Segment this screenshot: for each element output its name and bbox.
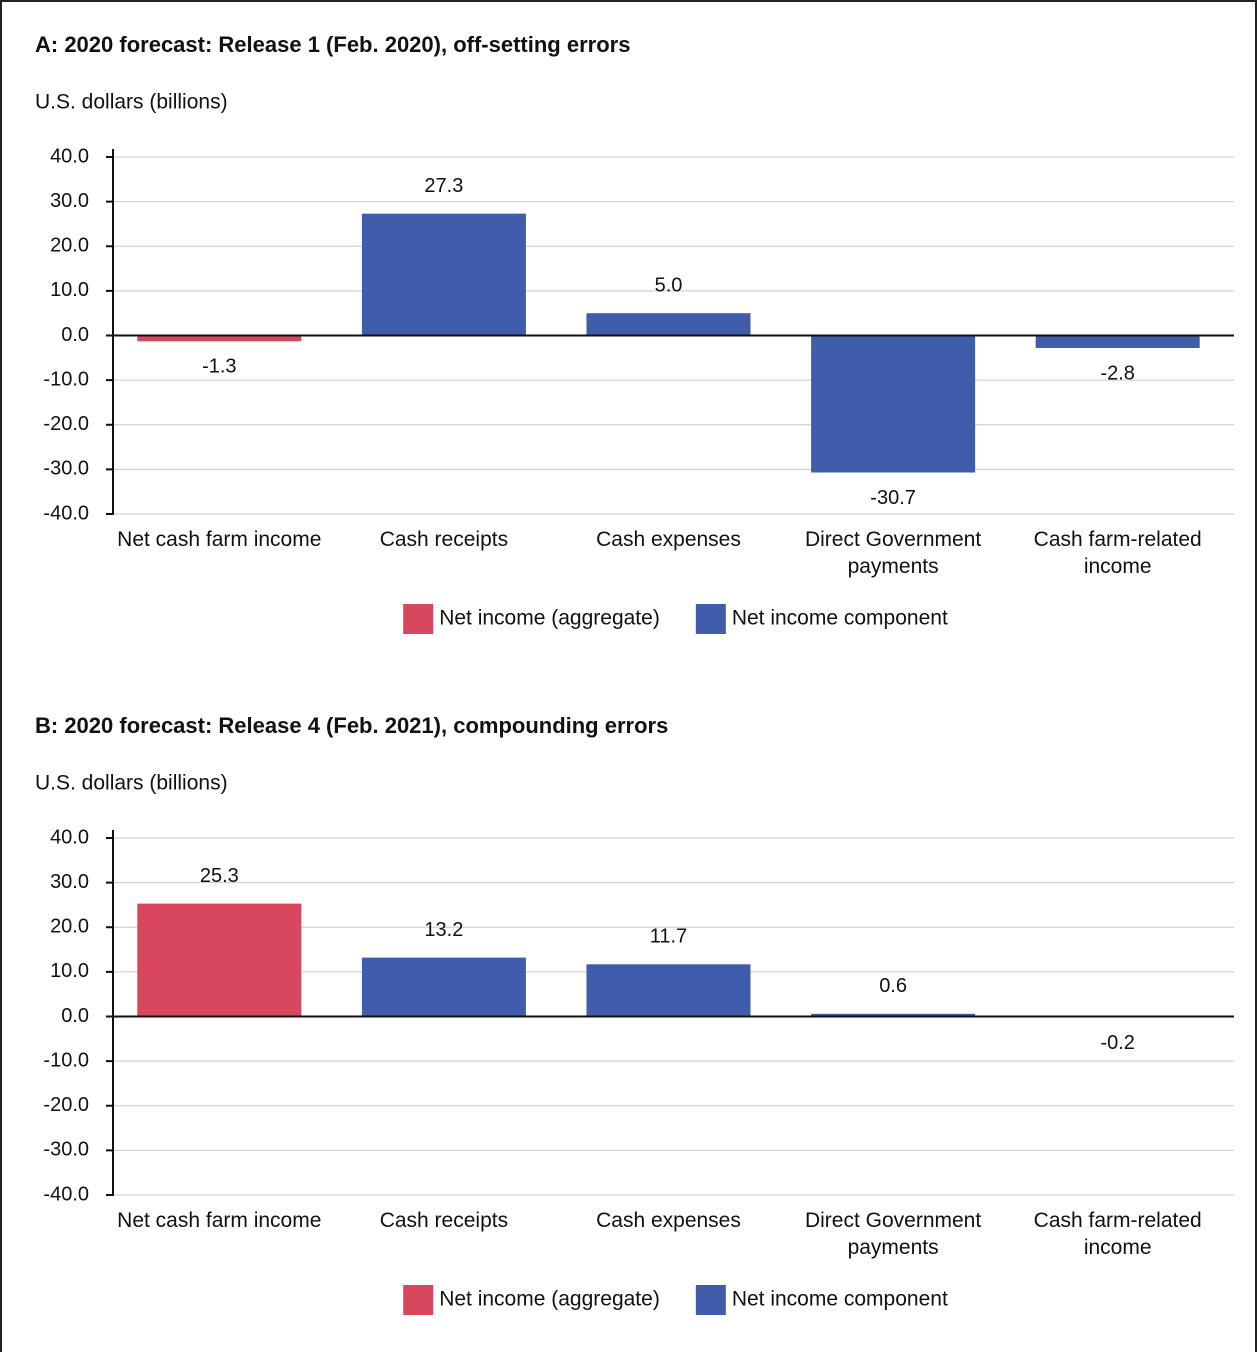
y-tick-label: 0.0: [61, 324, 89, 346]
y-tick-label: 30.0: [50, 190, 89, 212]
y-tick-label: -40.0: [43, 1183, 89, 1205]
y-tick-label: -10.0: [43, 1049, 89, 1071]
legend-label: Net income component: [732, 607, 948, 630]
bar: [137, 335, 302, 342]
chart-title: A: 2020 forecast: Release 1 (Feb. 2020),…: [35, 32, 630, 57]
value-label: 25.3: [200, 865, 239, 887]
x-tick-label: Direct Government payments: [804, 528, 982, 578]
x-tick-label: Cash receipts: [379, 1209, 509, 1232]
y-tick-label: 0.0: [61, 1005, 89, 1027]
bar: [1035, 335, 1200, 348]
value-label: 0.6: [879, 975, 907, 997]
x-tick-label: Net cash farm income: [117, 1209, 322, 1232]
value-label: 27.3: [424, 175, 463, 197]
y-tick-label: 10.0: [50, 960, 89, 982]
y-axis-label: U.S. dollars (billions): [35, 772, 228, 795]
x-tick-label: Net cash farm income: [117, 528, 322, 551]
legend-swatch: [403, 1285, 434, 1315]
bar: [137, 903, 302, 1017]
value-label: 5.0: [655, 274, 683, 296]
y-tick-label: -30.0: [43, 458, 89, 480]
bar: [361, 213, 526, 336]
value-label: -30.7: [870, 487, 916, 509]
y-tick-label: -30.0: [43, 1139, 89, 1161]
x-tick-label: Cash expenses: [596, 1209, 741, 1232]
y-tick-label: 30.0: [50, 871, 89, 893]
legend-label: Net income (aggregate): [439, 607, 660, 630]
x-tick-label: Direct Government payments: [804, 1209, 982, 1259]
bar: [811, 1013, 976, 1017]
x-tick-label: Cash farm-related income: [1033, 528, 1202, 578]
legend-label: Net income component: [732, 1288, 948, 1311]
y-tick-label: 40.0: [50, 145, 89, 167]
y-tick-label: -40.0: [43, 502, 89, 524]
y-tick-label: -10.0: [43, 368, 89, 390]
x-tick-label: Cash farm-related income: [1033, 1209, 1202, 1259]
y-tick-label: 20.0: [50, 916, 89, 938]
x-tick-label: Cash receipts: [379, 528, 509, 551]
value-label: -1.3: [202, 356, 236, 378]
y-tick-label: -20.0: [43, 1094, 89, 1116]
bar: [361, 957, 526, 1017]
y-tick-label: -20.0: [43, 413, 89, 435]
value-label: 13.2: [424, 919, 463, 941]
bar: [811, 335, 976, 473]
value-label: -2.8: [1100, 362, 1134, 384]
value-label: 11.7: [650, 926, 687, 948]
bar: [586, 313, 751, 336]
value-label: -0.2: [1100, 1032, 1134, 1054]
legend-swatch: [695, 604, 726, 634]
y-tick-label: 40.0: [50, 826, 89, 848]
y-axis-label: U.S. dollars (billions): [35, 91, 228, 114]
legend-swatch: [403, 604, 434, 634]
x-tick-label: Cash expenses: [596, 528, 741, 551]
y-tick-label: 10.0: [50, 279, 89, 301]
chart-title: B: 2020 forecast: Release 4 (Feb. 2021),…: [35, 713, 668, 738]
legend-label: Net income (aggregate): [439, 1288, 660, 1311]
bar: [586, 964, 751, 1017]
y-tick-label: 20.0: [50, 235, 89, 257]
legend-swatch: [695, 1285, 726, 1315]
